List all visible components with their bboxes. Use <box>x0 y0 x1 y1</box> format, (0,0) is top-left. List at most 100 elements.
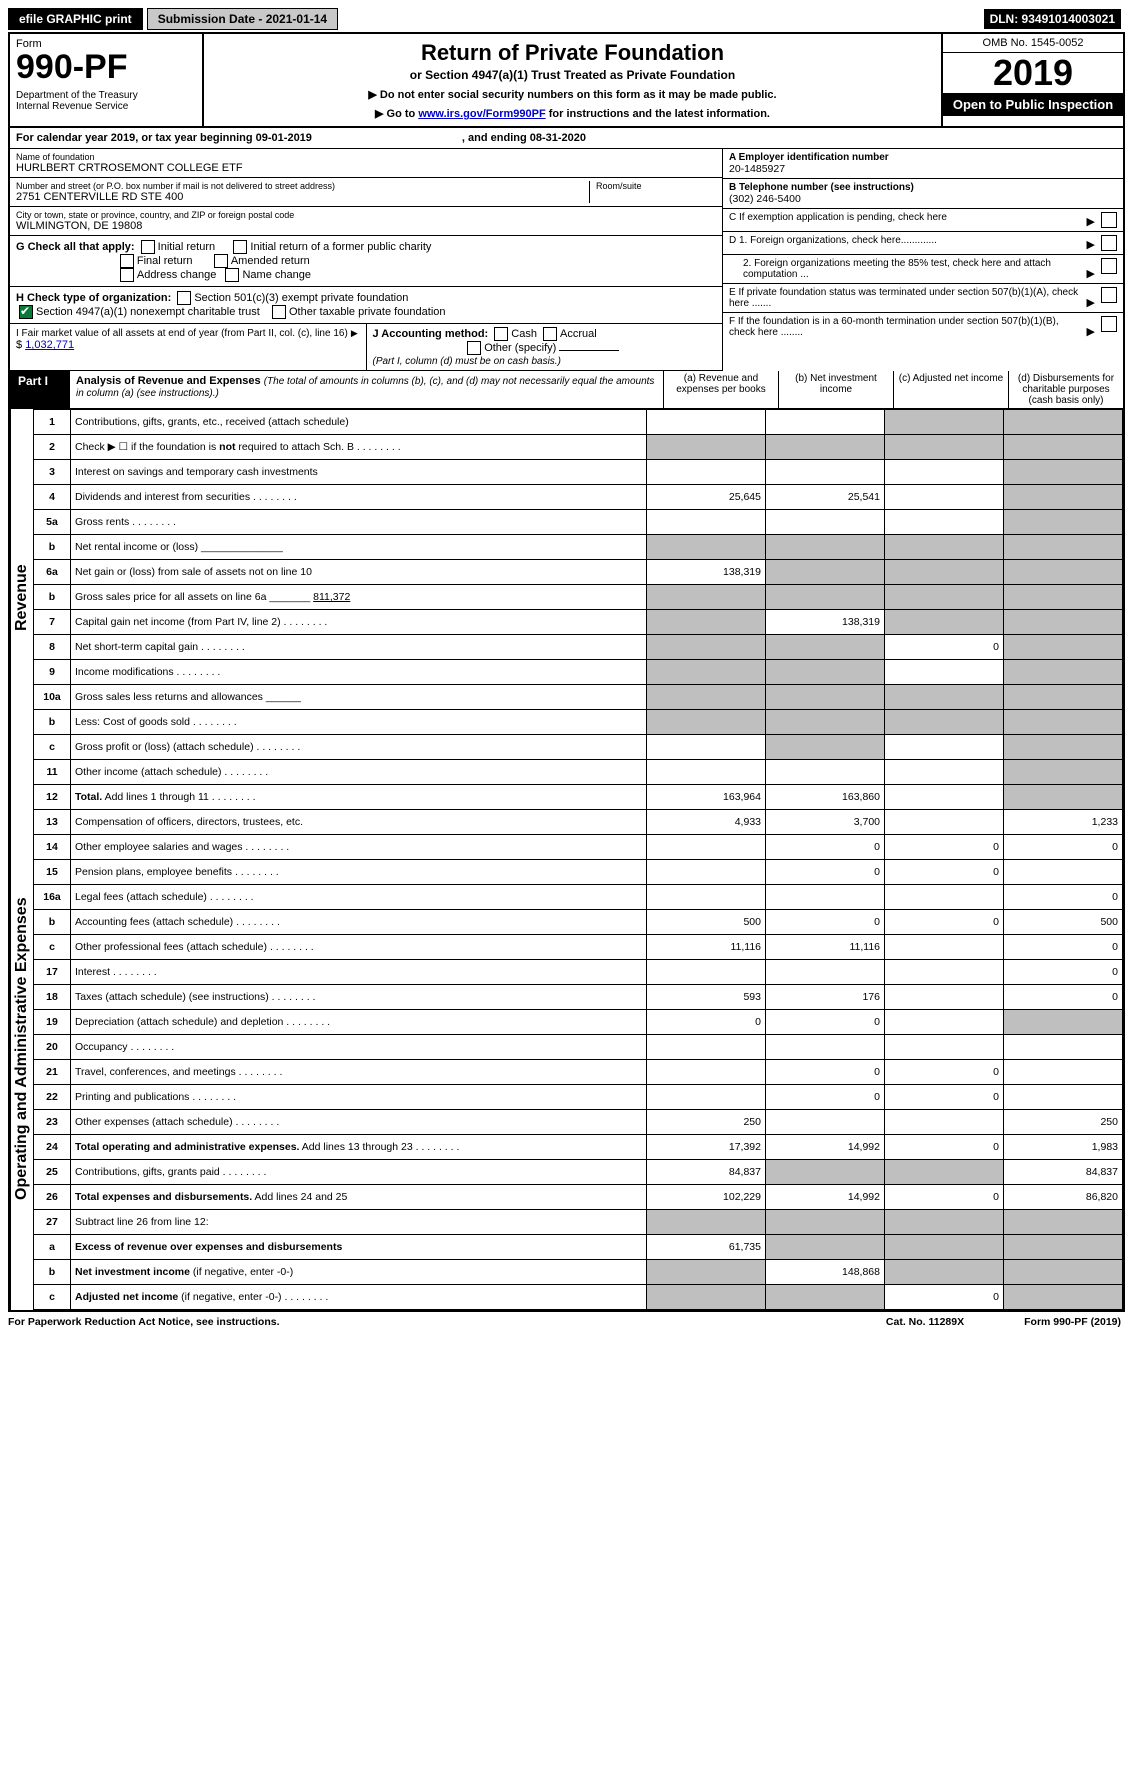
line-a-desc: Excess of revenue over expenses and disb… <box>71 1235 647 1260</box>
section-h: H Check type of organization: Section 50… <box>10 287 722 324</box>
line-25-col-a: 84,837 <box>647 1160 766 1185</box>
checkbox-final-return[interactable] <box>120 254 134 268</box>
table-row: 10aGross sales less returns and allowanc… <box>34 685 1123 710</box>
table-row: 7Capital gain net income (from Part IV, … <box>34 610 1123 635</box>
table-row: 17Interest0 <box>34 960 1123 985</box>
table-row: 1Contributions, gifts, grants, etc., rec… <box>34 410 1123 435</box>
table-row: 19Depreciation (attach schedule) and dep… <box>34 1010 1123 1035</box>
instructions-link[interactable]: www.irs.gov/Form990PF <box>418 108 545 120</box>
table-row: 9Income modifications <box>34 660 1123 685</box>
table-row: 14Other employee salaries and wages000 <box>34 835 1123 860</box>
phone-label: B Telephone number (see instructions) <box>729 182 1117 193</box>
section-i: I Fair market value of all assets at end… <box>10 324 366 371</box>
open-public-badge: Open to Public Inspection <box>943 93 1123 116</box>
line-2-desc: Check ▶ ☐ if the foundation is not requi… <box>71 435 647 460</box>
f-label: F If the foundation is in a 60-month ter… <box>729 316 1087 338</box>
table-row: 13Compensation of officers, directors, t… <box>34 810 1123 835</box>
checkbox-d1[interactable] <box>1101 235 1117 251</box>
line-b-col-a: 500 <box>647 910 766 935</box>
line-26-desc: Total expenses and disbursements. Add li… <box>71 1185 647 1210</box>
part1-table: 1Contributions, gifts, grants, etc., rec… <box>33 409 1123 1310</box>
checkbox-initial-former[interactable] <box>233 240 247 254</box>
line-4-col-c <box>885 485 1004 510</box>
checkbox-f[interactable] <box>1101 316 1117 332</box>
line-15-col-c: 0 <box>885 860 1004 885</box>
line-19-desc: Depreciation (attach schedule) and deple… <box>71 1010 647 1035</box>
line-26-col-dcol: 86,820 <box>1004 1185 1123 1210</box>
line-10a-desc: Gross sales less returns and allowances … <box>71 685 647 710</box>
table-row: 26Total expenses and disbursements. Add … <box>34 1185 1123 1210</box>
city-label: City or town, state or province, country… <box>16 210 716 220</box>
checkbox-d2[interactable] <box>1101 258 1117 274</box>
line-1-col-a <box>647 410 766 435</box>
checkbox-initial-return[interactable] <box>141 240 155 254</box>
line-15-col-dcol <box>1004 860 1123 885</box>
submission-date-button[interactable]: Submission Date - 2021-01-14 <box>147 8 338 30</box>
table-row: cAdjusted net income (if negative, enter… <box>34 1285 1123 1310</box>
revenue-section-label: Revenue <box>10 409 33 787</box>
table-row: 3Interest on savings and temporary cash … <box>34 460 1123 485</box>
line-14-col-b: 0 <box>766 835 885 860</box>
line-b-col-c: 0 <box>885 910 1004 935</box>
checkbox-501c3[interactable] <box>177 291 191 305</box>
line-23-col-a: 250 <box>647 1110 766 1135</box>
section-j: J Accounting method: Cash Accrual Other … <box>366 324 723 371</box>
line-18-col-c <box>885 985 1004 1010</box>
checkbox-c[interactable] <box>1101 212 1117 228</box>
line-12-col-b: 163,860 <box>766 785 885 810</box>
line-5a-col-dcol <box>1004 510 1123 535</box>
table-row: bLess: Cost of goods sold <box>34 710 1123 735</box>
line-17-col-c <box>885 960 1004 985</box>
line-23-desc: Other expenses (attach schedule) <box>71 1110 647 1135</box>
checkbox-other-method[interactable] <box>467 341 481 355</box>
d1-label: D 1. Foreign organizations, check here..… <box>729 235 1087 246</box>
line-7-col-dcol <box>1004 610 1123 635</box>
checkbox-name-change[interactable] <box>225 268 239 282</box>
line-6a-col-b <box>766 560 885 585</box>
dln-label: DLN: 93491014003021 <box>984 9 1121 29</box>
c-label: C If exemption application is pending, c… <box>729 212 1087 223</box>
fmv-link[interactable]: 1,032,771 <box>25 339 74 351</box>
checkbox-e[interactable] <box>1101 287 1117 303</box>
checkbox-accrual[interactable] <box>543 327 557 341</box>
table-row: 11Other income (attach schedule) <box>34 760 1123 785</box>
line-17-col-b <box>766 960 885 985</box>
line-18-col-a: 593 <box>647 985 766 1010</box>
line-c-col-dcol <box>1004 735 1123 760</box>
checkbox-cash[interactable] <box>494 327 508 341</box>
part1-header-row: Part I Analysis of Revenue and Expenses … <box>10 371 1123 409</box>
checkbox-amended[interactable] <box>214 254 228 268</box>
line-13-desc: Compensation of officers, directors, tru… <box>71 810 647 835</box>
table-row: bNet investment income (if negative, ent… <box>34 1260 1123 1285</box>
line-24-col-a: 17,392 <box>647 1135 766 1160</box>
line-11-col-a <box>647 760 766 785</box>
checkbox-4947a1[interactable] <box>19 305 33 319</box>
line-27-col-dcol <box>1004 1210 1123 1235</box>
line-14-col-dcol: 0 <box>1004 835 1123 860</box>
line-a-col-a: 61,735 <box>647 1235 766 1260</box>
checkbox-other-taxable[interactable] <box>272 305 286 319</box>
line-4-col-a: 25,645 <box>647 485 766 510</box>
line-19-col-a: 0 <box>647 1010 766 1035</box>
d2-label: 2. Foreign organizations meeting the 85%… <box>729 258 1087 280</box>
line-16a-col-a <box>647 885 766 910</box>
line-b-col-dcol: 500 <box>1004 910 1123 935</box>
line-24-col-b: 14,992 <box>766 1135 885 1160</box>
line-18-desc: Taxes (attach schedule) (see instruction… <box>71 985 647 1010</box>
line-22-col-a <box>647 1085 766 1110</box>
line-5a-col-c <box>885 510 1004 535</box>
line-b-desc: Net rental income or (loss) ____________… <box>71 535 647 560</box>
checkbox-address-change[interactable] <box>120 268 134 282</box>
line-c-col-c <box>885 935 1004 960</box>
line-b-col-dcol <box>1004 710 1123 735</box>
line-12-col-dcol <box>1004 785 1123 810</box>
efile-button[interactable]: efile GRAPHIC print <box>8 8 143 30</box>
line-15-desc: Pension plans, employee benefits <box>71 860 647 885</box>
line-12-col-c <box>885 785 1004 810</box>
line-b-col-a <box>647 585 766 610</box>
table-row: 21Travel, conferences, and meetings00 <box>34 1060 1123 1085</box>
line-21-col-b: 0 <box>766 1060 885 1085</box>
line-2-col-a <box>647 435 766 460</box>
line-21-col-dcol <box>1004 1060 1123 1085</box>
line-2-col-c <box>885 435 1004 460</box>
